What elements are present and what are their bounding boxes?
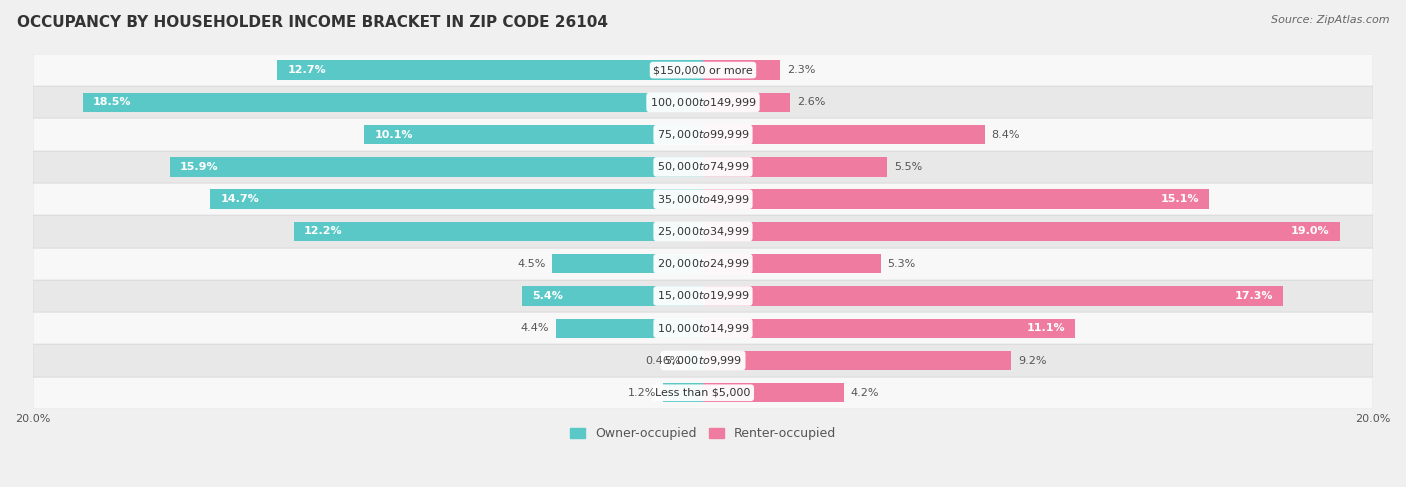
Text: Less than $5,000: Less than $5,000 [655, 388, 751, 398]
Text: 10.1%: 10.1% [374, 130, 413, 140]
Bar [32, 247, 1374, 280]
Text: 4.5%: 4.5% [517, 259, 546, 269]
Text: $10,000 to $14,999: $10,000 to $14,999 [657, 322, 749, 335]
Text: $50,000 to $74,999: $50,000 to $74,999 [657, 160, 749, 173]
Text: $20,000 to $24,999: $20,000 to $24,999 [657, 257, 749, 270]
Bar [703, 254, 880, 273]
Bar [32, 376, 1374, 409]
Text: 17.3%: 17.3% [1234, 291, 1272, 301]
Bar [688, 351, 703, 370]
Bar [703, 125, 984, 144]
Text: 2.6%: 2.6% [797, 97, 825, 107]
Text: OCCUPANCY BY HOUSEHOLDER INCOME BRACKET IN ZIP CODE 26104: OCCUPANCY BY HOUSEHOLDER INCOME BRACKET … [17, 15, 607, 30]
Bar [364, 125, 703, 144]
Bar [170, 157, 703, 177]
Text: 11.1%: 11.1% [1026, 323, 1064, 333]
Bar [83, 93, 703, 112]
Bar [32, 151, 1374, 183]
Bar [703, 286, 1282, 306]
Bar [555, 318, 703, 338]
Bar [32, 344, 1374, 376]
Text: 12.7%: 12.7% [287, 65, 326, 75]
Bar [32, 118, 1374, 151]
Text: 18.5%: 18.5% [93, 97, 132, 107]
Text: 5.4%: 5.4% [531, 291, 562, 301]
Text: 12.2%: 12.2% [304, 226, 343, 236]
Text: 0.46%: 0.46% [645, 356, 681, 366]
Legend: Owner-occupied, Renter-occupied: Owner-occupied, Renter-occupied [565, 422, 841, 445]
Text: $5,000 to $9,999: $5,000 to $9,999 [664, 354, 742, 367]
Bar [703, 351, 1011, 370]
Text: 8.4%: 8.4% [991, 130, 1019, 140]
Text: 19.0%: 19.0% [1291, 226, 1330, 236]
Text: $75,000 to $99,999: $75,000 to $99,999 [657, 128, 749, 141]
Text: 1.2%: 1.2% [627, 388, 657, 398]
Bar [703, 93, 790, 112]
Bar [703, 318, 1076, 338]
Text: 5.3%: 5.3% [887, 259, 915, 269]
Text: 4.4%: 4.4% [520, 323, 548, 333]
Bar [703, 157, 887, 177]
Bar [32, 54, 1374, 86]
Text: 14.7%: 14.7% [221, 194, 259, 204]
Bar [277, 60, 703, 80]
Bar [32, 312, 1374, 344]
Bar [32, 280, 1374, 312]
Text: $35,000 to $49,999: $35,000 to $49,999 [657, 193, 749, 206]
Text: 9.2%: 9.2% [1018, 356, 1046, 366]
Bar [32, 183, 1374, 215]
Text: $150,000 or more: $150,000 or more [654, 65, 752, 75]
Bar [703, 222, 1340, 241]
Text: $25,000 to $34,999: $25,000 to $34,999 [657, 225, 749, 238]
Bar [703, 189, 1209, 209]
Bar [294, 222, 703, 241]
Bar [211, 189, 703, 209]
Text: 4.2%: 4.2% [851, 388, 879, 398]
Text: 5.5%: 5.5% [894, 162, 922, 172]
Text: Source: ZipAtlas.com: Source: ZipAtlas.com [1271, 15, 1389, 25]
Bar [703, 383, 844, 402]
Bar [553, 254, 703, 273]
Bar [32, 86, 1374, 118]
Bar [662, 383, 703, 402]
Text: 2.3%: 2.3% [787, 65, 815, 75]
Bar [703, 60, 780, 80]
Text: 15.9%: 15.9% [180, 162, 219, 172]
Bar [522, 286, 703, 306]
Bar [32, 215, 1374, 247]
Text: $15,000 to $19,999: $15,000 to $19,999 [657, 289, 749, 302]
Text: 15.1%: 15.1% [1160, 194, 1199, 204]
Text: $100,000 to $149,999: $100,000 to $149,999 [650, 96, 756, 109]
